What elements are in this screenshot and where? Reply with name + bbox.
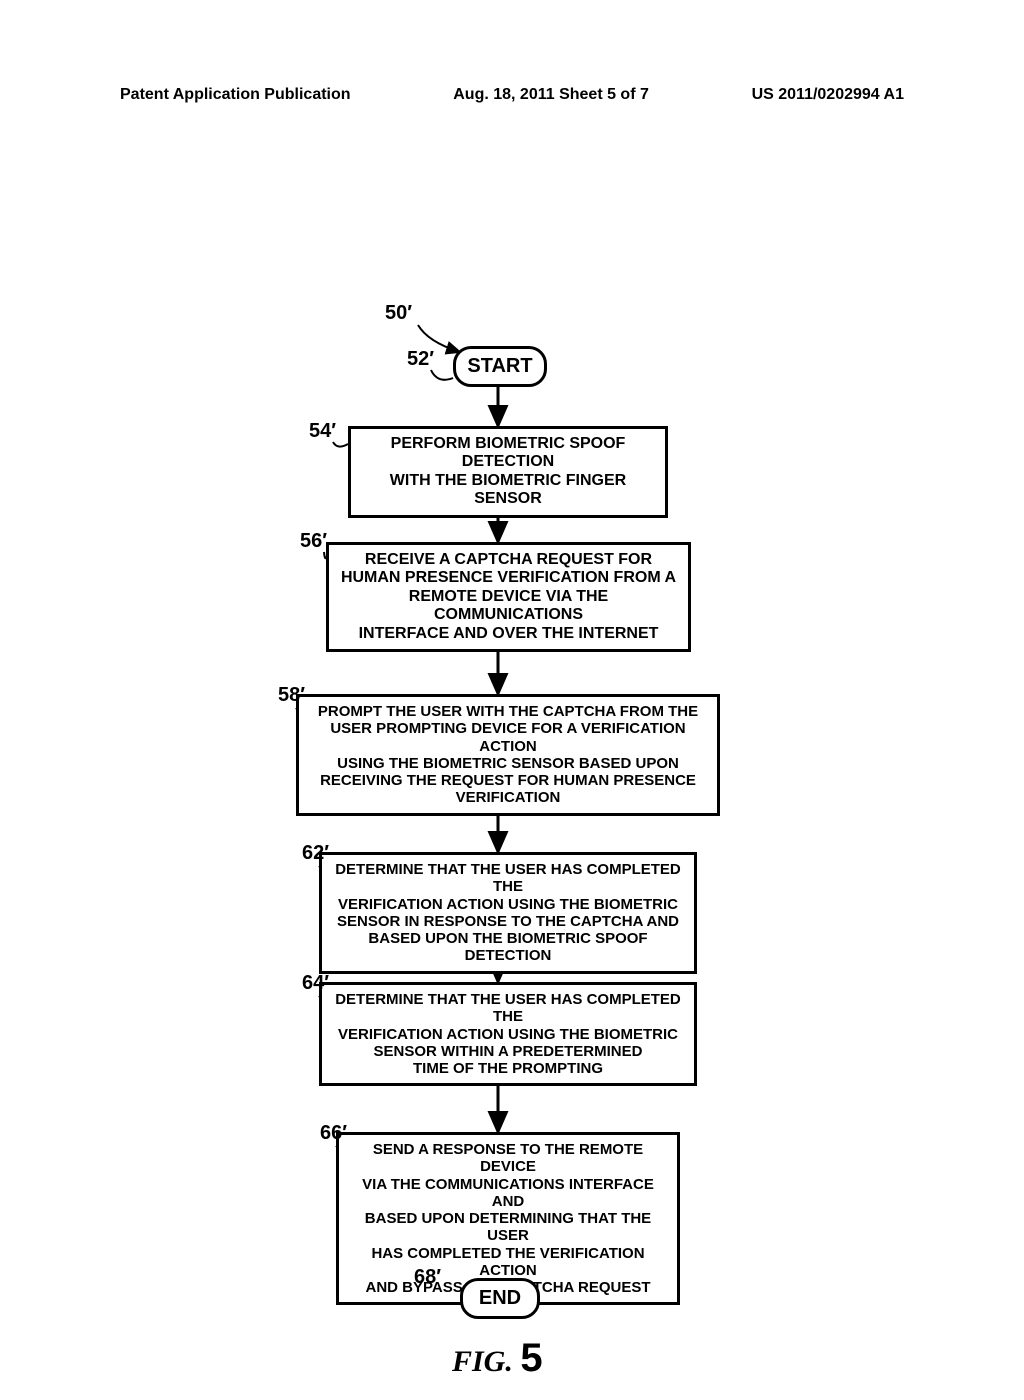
- ref-label-step66: 66′: [320, 1122, 347, 1145]
- flow-node-step56: RECEIVE A CAPTCHA REQUEST FORHUMAN PRESE…: [326, 542, 691, 652]
- flow-node-step58: PROMPT THE USER WITH THE CAPTCHA FROM TH…: [296, 694, 720, 816]
- ref-label-flow: 50′: [385, 302, 412, 325]
- flow-node-step54: PERFORM BIOMETRIC SPOOF DETECTIONWITH TH…: [348, 426, 668, 518]
- flow-node-step62: DETERMINE THAT THE USER HAS COMPLETED TH…: [319, 852, 697, 974]
- ref-label-step56: 56′: [300, 530, 327, 553]
- header-center: Aug. 18, 2011 Sheet 5 of 7: [453, 86, 649, 104]
- ref-label-step62: 62′: [302, 842, 329, 865]
- ref-label-step64: 64′: [302, 972, 329, 995]
- figure-caption: FIG. 5: [452, 1336, 543, 1381]
- ref-label-step58: 58′: [278, 684, 305, 707]
- header-left: Patent Application Publication: [120, 86, 351, 104]
- figure-prefix: FIG.: [452, 1345, 513, 1378]
- flow-node-step64: DETERMINE THAT THE USER HAS COMPLETED TH…: [319, 982, 697, 1086]
- flow-node-end: END: [460, 1278, 540, 1319]
- flow-node-start: START: [453, 346, 547, 387]
- header-right: US 2011/0202994 A1: [752, 86, 904, 104]
- ref-label-end: 68′: [414, 1266, 441, 1289]
- page-header: Patent Application Publication Aug. 18, …: [0, 86, 1024, 104]
- ref-label-start: 52′: [407, 348, 434, 371]
- figure-number: 5: [520, 1336, 542, 1380]
- ref-label-step54: 54′: [309, 420, 336, 443]
